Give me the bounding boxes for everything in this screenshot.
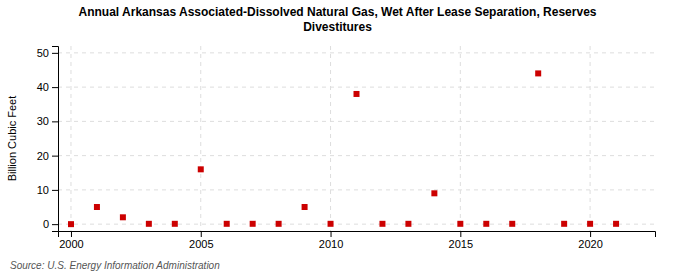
point	[457, 221, 463, 227]
point	[224, 221, 230, 227]
y-tick: 50	[37, 47, 58, 59]
point	[250, 221, 256, 227]
points	[68, 70, 619, 227]
x-tick: 2010	[319, 231, 343, 250]
x-grid-line	[590, 46, 591, 231]
point	[354, 91, 360, 97]
x-grid-line	[70, 46, 71, 231]
point	[587, 221, 593, 227]
y-grid-line	[58, 155, 655, 156]
point	[431, 190, 437, 196]
point	[146, 221, 152, 227]
y-tick-mark	[52, 156, 58, 157]
y-grid-line	[58, 52, 655, 53]
y-tick: 40	[37, 81, 58, 93]
x-tick: 2005	[189, 231, 213, 250]
x-tick-label: 2005	[189, 238, 213, 250]
point	[68, 221, 74, 227]
x-tick-label: 2020	[578, 238, 602, 250]
x-tick-mark	[331, 231, 332, 237]
y-tick-label: 20	[37, 150, 49, 162]
y-grid-line	[58, 189, 655, 190]
x-grid-line	[460, 46, 461, 231]
y-tick: 20	[37, 150, 58, 162]
point	[276, 221, 282, 227]
source-note: Source: U.S. Energy Information Administ…	[10, 260, 220, 271]
x-grid-line	[330, 46, 331, 231]
y-tick-label: 30	[37, 115, 49, 127]
chart: 2000 2005 2010 2015 2020 0 10 20 30 40 50 Annual Ar…	[0, 0, 675, 275]
x-tick-label: 2010	[319, 238, 343, 250]
y-tick-label: 40	[37, 81, 49, 93]
x-axis: 2000 2005 2010 2015 2020	[59, 231, 656, 250]
y-grid-line	[58, 87, 655, 88]
y-tick-mark	[52, 190, 58, 191]
point	[535, 70, 541, 76]
point	[198, 166, 204, 172]
y-axis-title: Billion Cubic Feet	[6, 96, 18, 182]
y-grid-line	[58, 121, 655, 122]
point	[172, 221, 178, 227]
y-axis: 0 10 20 30 40 50	[37, 47, 59, 232]
plot-area: 2000 2005 2010 2015 2020 0 10 20 30 40 50	[37, 46, 656, 250]
point	[405, 221, 411, 227]
y-tick-mark	[52, 121, 58, 122]
x-tick-mark	[71, 231, 72, 237]
point	[509, 221, 515, 227]
x-tick-mark	[460, 231, 461, 237]
y-tick-mark	[52, 224, 58, 225]
point	[302, 204, 308, 210]
y-tick: 30	[37, 115, 58, 127]
x-tick-mark	[590, 231, 591, 237]
point	[561, 221, 567, 227]
x-tick: 2015	[449, 231, 473, 250]
x-grid-line	[200, 46, 201, 231]
y-tick-mark	[52, 87, 58, 88]
x-tick-mark	[201, 231, 202, 237]
x-axis-line	[59, 232, 656, 238]
point	[483, 221, 489, 227]
y-tick-label: 0	[43, 218, 49, 230]
y-tick-mark	[52, 53, 58, 54]
x-tick-label: 2000	[59, 238, 83, 250]
y-tick-label: 10	[37, 184, 49, 196]
x-tick: 2000	[59, 231, 83, 250]
point	[120, 214, 126, 220]
y-tick-label: 50	[37, 47, 49, 59]
x-tick-label: 2015	[449, 238, 473, 250]
y-tick: 10	[37, 184, 58, 196]
point	[613, 221, 619, 227]
point	[379, 221, 385, 227]
point	[94, 204, 100, 210]
y-axis-line	[52, 47, 59, 232]
y-tick: 0	[43, 218, 58, 230]
point	[328, 221, 334, 227]
x-tick: 2020	[578, 231, 602, 250]
grid	[58, 46, 655, 231]
title: Annual Arkansas Associated-Dissolved Nat…	[79, 5, 597, 34]
